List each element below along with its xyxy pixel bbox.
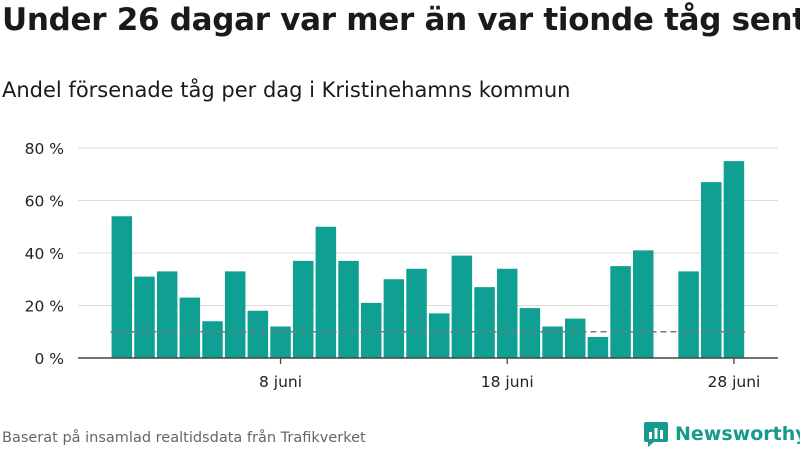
bar: [224, 271, 246, 358]
bar: [519, 308, 541, 358]
y-tick-label: 0 %: [34, 350, 64, 368]
bar: [383, 279, 405, 358]
bar: [360, 302, 382, 358]
bar: [610, 266, 631, 358]
bar: [338, 260, 359, 358]
bar: [723, 161, 745, 358]
y-tick-label: 40 %: [25, 245, 64, 263]
bar: [270, 326, 291, 358]
newsworthy-logo-icon: [644, 422, 668, 447]
bar: [496, 268, 518, 358]
y-tick-label: 20 %: [25, 298, 64, 316]
bar: [564, 318, 586, 358]
chart-title: Under 26 dagar var mer än var tionde tåg…: [2, 2, 800, 38]
bar: [156, 271, 178, 358]
bar: [247, 310, 269, 358]
bar: [134, 276, 155, 358]
bar: [542, 326, 563, 358]
bar: [292, 260, 314, 358]
source-note: Baserat på insamlad realtidsdata från Tr…: [2, 430, 366, 446]
bar: [428, 313, 450, 358]
y-tick-label: 80 %: [25, 140, 64, 158]
bar: [587, 337, 609, 358]
bar: [406, 268, 427, 358]
chart-subtitle: Andel försenade tåg per dag i Kristineha…: [2, 78, 571, 102]
bar: [632, 250, 654, 358]
x-tick-label: 28 juni: [707, 373, 760, 391]
bar: [451, 255, 473, 358]
bar: [315, 226, 337, 358]
bar: [678, 271, 699, 358]
x-tick-label: 8 juni: [259, 373, 302, 391]
bar: [202, 321, 223, 358]
brand-name: Newsworthy: [675, 423, 800, 445]
x-tick-label: 18 juni: [481, 373, 534, 391]
bar: [111, 216, 133, 358]
newsworthy-logo: Newsworthy: [643, 420, 800, 448]
y-tick-label: 60 %: [25, 193, 64, 211]
bar: [701, 182, 722, 358]
bar: [474, 287, 495, 358]
bar: [179, 297, 201, 358]
